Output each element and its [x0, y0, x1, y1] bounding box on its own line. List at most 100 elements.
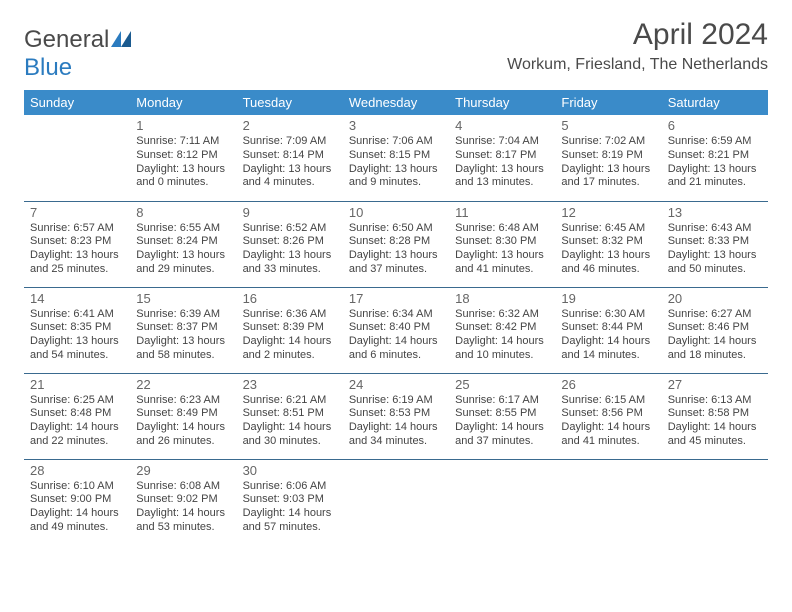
weekday-header: Tuesday	[237, 90, 343, 115]
day-cell	[555, 459, 661, 545]
day-number: 16	[243, 291, 337, 306]
day-info-line: Daylight: 14 hours	[30, 421, 124, 435]
day-info-line: Sunrise: 6:45 AM	[561, 222, 655, 236]
day-info-line: and 37 minutes.	[349, 263, 443, 277]
day-number: 7	[30, 205, 124, 220]
day-info-line: Sunset: 8:23 PM	[30, 235, 124, 249]
day-info-line: Sunrise: 7:04 AM	[455, 135, 549, 149]
day-number: 24	[349, 377, 443, 392]
day-number: 18	[455, 291, 549, 306]
day-number: 27	[668, 377, 762, 392]
day-info-line: Daylight: 13 hours	[243, 249, 337, 263]
day-info-line: Sunset: 8:15 PM	[349, 149, 443, 163]
day-cell	[449, 459, 555, 545]
day-info-line: Sunset: 9:00 PM	[30, 493, 124, 507]
title-block: April 2024 Workum, Friesland, The Nether…	[507, 18, 768, 74]
day-info-line: Sunrise: 6:30 AM	[561, 308, 655, 322]
day-info-line: and 26 minutes.	[136, 435, 230, 449]
weekday-header: Thursday	[449, 90, 555, 115]
day-cell: 3Sunrise: 7:06 AMSunset: 8:15 PMDaylight…	[343, 115, 449, 201]
day-cell: 19Sunrise: 6:30 AMSunset: 8:44 PMDayligh…	[555, 287, 661, 373]
day-info-line: Sunset: 8:42 PM	[455, 321, 549, 335]
day-info-line: Sunset: 8:32 PM	[561, 235, 655, 249]
day-cell	[662, 459, 768, 545]
day-info-line: Daylight: 14 hours	[136, 507, 230, 521]
day-cell	[24, 115, 130, 201]
day-number: 1	[136, 118, 230, 133]
day-info-line: Sunset: 8:56 PM	[561, 407, 655, 421]
day-cell: 16Sunrise: 6:36 AMSunset: 8:39 PMDayligh…	[237, 287, 343, 373]
day-info-line: Sunset: 8:51 PM	[243, 407, 337, 421]
day-info-line: Sunset: 8:26 PM	[243, 235, 337, 249]
calendar-body: 1Sunrise: 7:11 AMSunset: 8:12 PMDaylight…	[24, 115, 768, 545]
day-info-line: Sunset: 8:30 PM	[455, 235, 549, 249]
day-number: 6	[668, 118, 762, 133]
day-cell: 18 Sunrise: 6:32 AMSunset: 8:42 PMDayligh…	[449, 287, 555, 373]
weekday-header: Wednesday	[343, 90, 449, 115]
day-info-line: Sunrise: 6:32 AM	[455, 308, 549, 322]
day-info-line: Sunrise: 6:50 AM	[349, 222, 443, 236]
day-info-line: Daylight: 13 hours	[136, 249, 230, 263]
day-info-line: Sunrise: 6:59 AM	[668, 135, 762, 149]
day-info-line: Sunrise: 6:34 AM	[349, 308, 443, 322]
day-cell: 5Sunrise: 7:02 AMSunset: 8:19 PMDaylight…	[555, 115, 661, 201]
day-number: 3	[349, 118, 443, 133]
day-info-line: and 2 minutes.	[243, 349, 337, 363]
day-info-line: and 17 minutes.	[561, 176, 655, 190]
day-number: 13	[668, 205, 762, 220]
day-number: 21	[30, 377, 124, 392]
day-cell: 11Sunrise: 6:48 AMSunset: 8:30 PMDayligh…	[449, 201, 555, 287]
logo-text-2: Blue	[24, 54, 72, 81]
day-info-line: Sunrise: 6:27 AM	[668, 308, 762, 322]
day-info-line: and 22 minutes.	[30, 435, 124, 449]
day-info-line: Sunrise: 6:17 AM	[455, 394, 549, 408]
day-info-line: Sunset: 8:14 PM	[243, 149, 337, 163]
day-info-line: and 9 minutes.	[349, 176, 443, 190]
week-row: 21Sunrise: 6:25 AMSunset: 8:48 PMDayligh…	[24, 373, 768, 459]
day-number: 19	[561, 291, 655, 306]
day-info-line: Sunrise: 6:25 AM	[30, 394, 124, 408]
day-info-line: Sunrise: 6:19 AM	[349, 394, 443, 408]
day-number: 28	[30, 463, 124, 478]
day-info-line: and 13 minutes.	[455, 176, 549, 190]
day-cell: 13Sunrise: 6:43 AMSunset: 8:33 PMDayligh…	[662, 201, 768, 287]
logo: GeneralBlue	[24, 26, 131, 82]
day-info-line: Daylight: 13 hours	[243, 163, 337, 177]
calendar-page: GeneralBlue April 2024 Workum, Friesland…	[0, 0, 792, 563]
day-info-line: and 57 minutes.	[243, 521, 337, 535]
day-info-line: Sunset: 8:48 PM	[30, 407, 124, 421]
day-info-line: Sunrise: 6:13 AM	[668, 394, 762, 408]
day-info-line: and 49 minutes.	[30, 521, 124, 535]
day-info-line: Sunrise: 7:09 AM	[243, 135, 337, 149]
day-info-line: Daylight: 13 hours	[136, 335, 230, 349]
day-info-line: Sunset: 8:24 PM	[136, 235, 230, 249]
week-row: 14Sunrise: 6:41 AMSunset: 8:35 PMDayligh…	[24, 287, 768, 373]
day-info-line: Daylight: 14 hours	[561, 421, 655, 435]
day-info-line: and 45 minutes.	[668, 435, 762, 449]
day-info-line: Sunrise: 6:36 AM	[243, 308, 337, 322]
day-info-line: Sunrise: 6:55 AM	[136, 222, 230, 236]
day-cell: 4Sunrise: 7:04 AMSunset: 8:17 PMDaylight…	[449, 115, 555, 201]
day-cell: 15Sunrise: 6:39 AMSunset: 8:37 PMDayligh…	[130, 287, 236, 373]
day-info-line: and 18 minutes.	[668, 349, 762, 363]
day-info-line: Daylight: 14 hours	[455, 335, 549, 349]
day-info-line: Sunset: 8:19 PM	[561, 149, 655, 163]
day-info-line: and 34 minutes.	[349, 435, 443, 449]
day-number: 14	[30, 291, 124, 306]
day-info-line: Daylight: 14 hours	[668, 421, 762, 435]
day-cell: 26Sunrise: 6:15 AMSunset: 8:56 PMDayligh…	[555, 373, 661, 459]
day-info-line: and 25 minutes.	[30, 263, 124, 277]
day-number: 5	[561, 118, 655, 133]
day-info-line: Sunset: 8:49 PM	[136, 407, 230, 421]
day-cell: 9Sunrise: 6:52 AMSunset: 8:26 PMDaylight…	[237, 201, 343, 287]
day-info-line: Sunset: 8:40 PM	[349, 321, 443, 335]
day-info-line: and 41 minutes.	[455, 263, 549, 277]
day-cell: 17Sunrise: 6:34 AMSunset: 8:40 PMDayligh…	[343, 287, 449, 373]
day-cell: 20Sunrise: 6:27 AMSunset: 8:46 PMDayligh…	[662, 287, 768, 373]
weekday-header: Saturday	[662, 90, 768, 115]
day-info-line: Sunrise: 6:06 AM	[243, 480, 337, 494]
day-info-line: Sunrise: 6:15 AM	[561, 394, 655, 408]
day-number: 22	[136, 377, 230, 392]
day-number: 17	[349, 291, 443, 306]
day-info-line: and 29 minutes.	[136, 263, 230, 277]
